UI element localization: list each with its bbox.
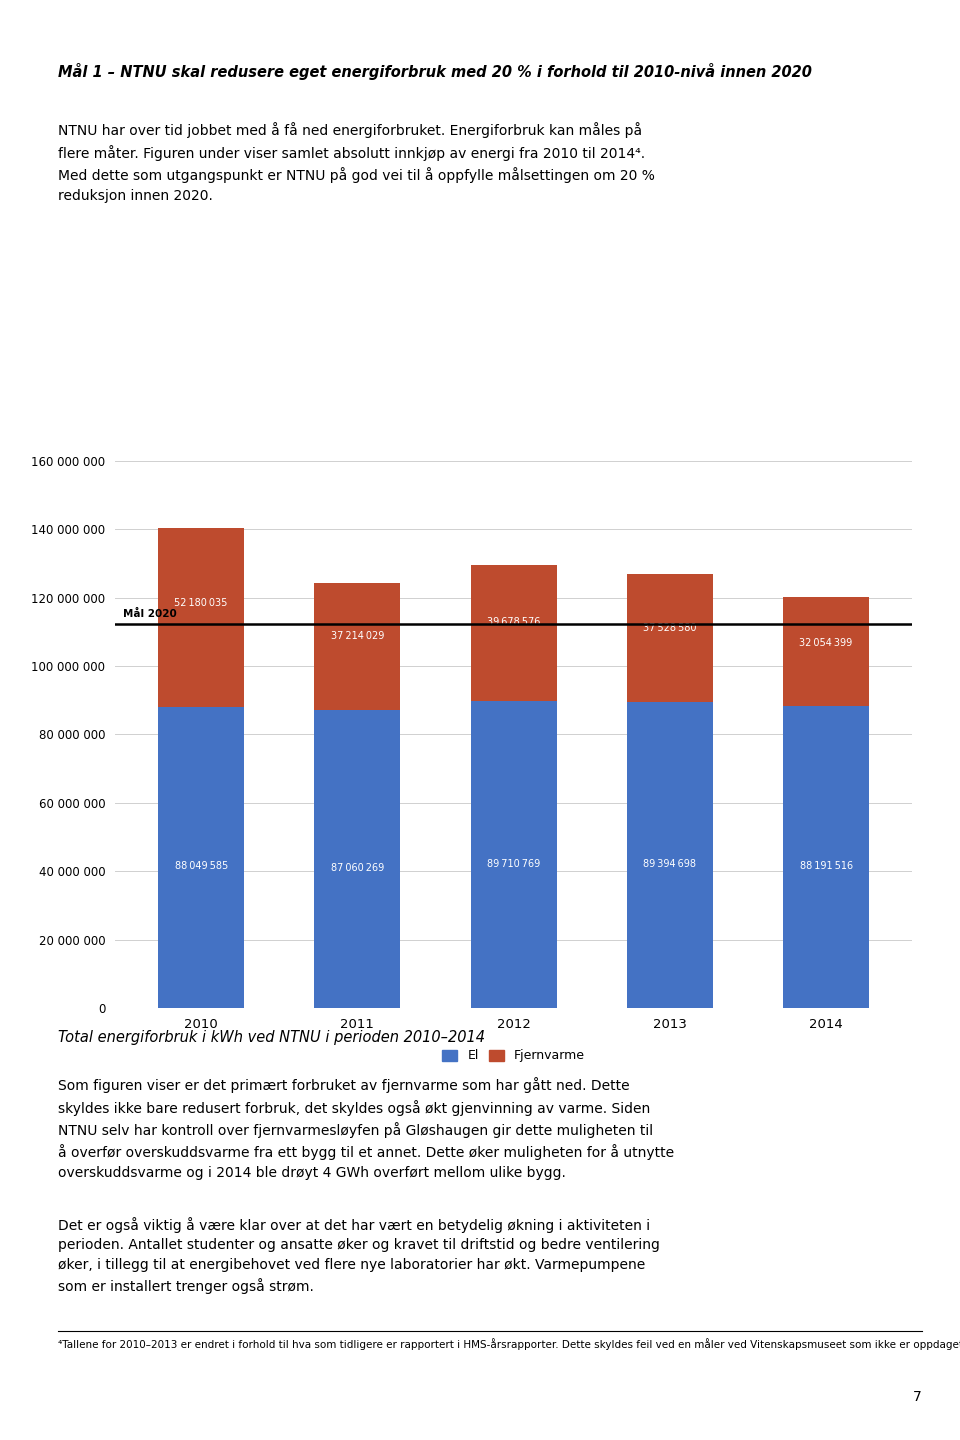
Text: 37 528 580: 37 528 580 <box>643 624 697 632</box>
Text: 88 191 516: 88 191 516 <box>800 861 852 871</box>
Text: 7: 7 <box>913 1390 922 1404</box>
Bar <box>627 703 713 1008</box>
Text: 89 394 698: 89 394 698 <box>643 860 696 870</box>
Text: 52 180 035: 52 180 035 <box>175 599 228 608</box>
Text: 32 054 399: 32 054 399 <box>800 638 852 648</box>
Text: Som figuren viser er det primært forbruket av fjernvarme som har gått ned. Dette: Som figuren viser er det primært forbruk… <box>58 1077 674 1179</box>
Text: 87 060 269: 87 060 269 <box>331 863 384 873</box>
Text: ⁴Tallene for 2010–2013 er endret i forhold til hva som tidligere er rapportert i: ⁴Tallene for 2010–2013 er endret i forho… <box>58 1338 960 1349</box>
Text: 39 678 576: 39 678 576 <box>487 618 540 628</box>
Legend: El, Fjernvarme: El, Fjernvarme <box>438 1044 589 1067</box>
Text: 88 049 585: 88 049 585 <box>175 861 228 871</box>
Bar <box>470 701 557 1008</box>
Bar <box>627 575 713 703</box>
Text: Total energiforbruk i kWh ved NTNU i perioden 2010–2014: Total energiforbruk i kWh ved NTNU i per… <box>58 1030 485 1044</box>
Text: Mål 2020: Mål 2020 <box>123 609 177 619</box>
Bar <box>314 583 400 710</box>
Bar <box>470 566 557 701</box>
Bar <box>314 710 400 1008</box>
Bar <box>783 707 869 1008</box>
Text: 37 214 029: 37 214 029 <box>330 631 384 641</box>
Text: Mål 1 – NTNU skal redusere eget energiforbruk med 20 % i forhold til 2010-nivå i: Mål 1 – NTNU skal redusere eget energifo… <box>58 63 811 81</box>
Text: 89 710 769: 89 710 769 <box>487 858 540 868</box>
Bar <box>783 596 869 707</box>
Bar <box>158 528 244 707</box>
Bar <box>158 707 244 1008</box>
Text: Det er også viktig å være klar over at det har vært en betydelig økning i aktivi: Det er også viktig å være klar over at d… <box>58 1217 660 1295</box>
Text: NTNU har over tid jobbet med å få ned energiforbruket. Energiforbruk kan måles p: NTNU har over tid jobbet med å få ned en… <box>58 122 655 203</box>
